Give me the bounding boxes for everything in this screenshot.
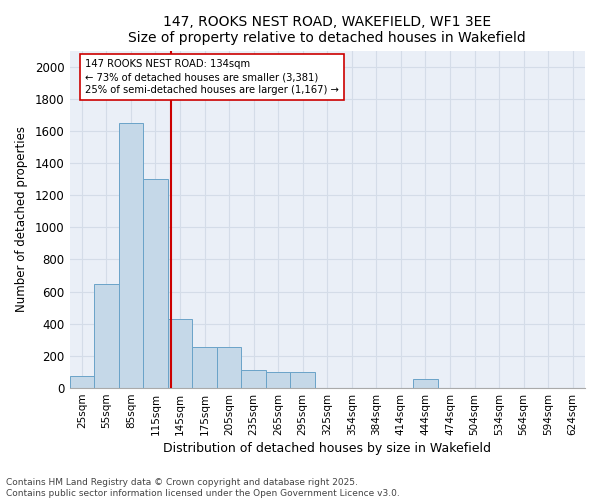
Bar [217,347,241,388]
Text: 147 ROOKS NEST ROAD: 134sqm
← 73% of detached houses are smaller (3,381)
25% of : 147 ROOKS NEST ROAD: 134sqm ← 73% of det… [85,59,339,96]
Bar [290,372,315,388]
Bar [143,179,168,388]
Bar [192,347,217,388]
Text: Contains HM Land Registry data © Crown copyright and database right 2025.
Contai: Contains HM Land Registry data © Crown c… [6,478,400,498]
Bar [241,370,266,388]
Title: 147, ROOKS NEST ROAD, WAKEFIELD, WF1 3EE
Size of property relative to detached h: 147, ROOKS NEST ROAD, WAKEFIELD, WF1 3EE… [128,15,526,45]
Bar [266,372,290,388]
Bar [94,284,119,388]
X-axis label: Distribution of detached houses by size in Wakefield: Distribution of detached houses by size … [163,442,491,455]
Bar [413,379,438,388]
Bar [119,123,143,388]
Bar [168,319,192,388]
Y-axis label: Number of detached properties: Number of detached properties [15,126,28,312]
Bar [70,376,94,388]
